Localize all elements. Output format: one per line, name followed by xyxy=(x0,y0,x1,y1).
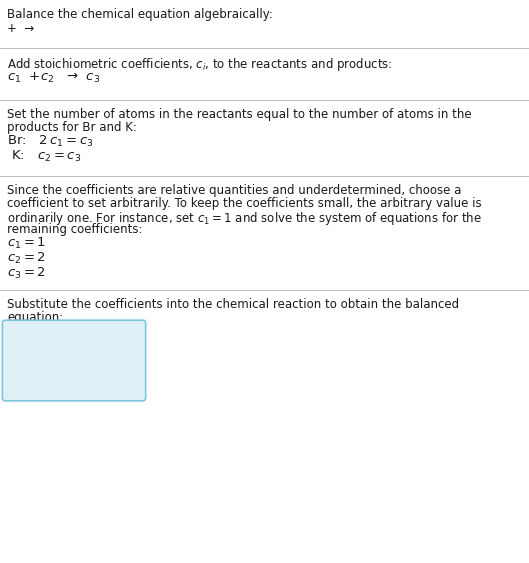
Text: +2  →  2: +2 → 2 xyxy=(23,362,101,375)
Text: $c_1 = 1$: $c_1 = 1$ xyxy=(7,236,46,251)
Text: ordinarily one. For instance, set $c_1 = 1$ and solve the system of equations fo: ordinarily one. For instance, set $c_1 =… xyxy=(7,210,482,227)
Text: $c_3 = 2$: $c_3 = 2$ xyxy=(7,266,46,281)
Text: coefficient to set arbitrarily. To keep the coefficients small, the arbitrary va: coefficient to set arbitrarily. To keep … xyxy=(7,197,481,210)
Text: Substitute the coefficients into the chemical reaction to obtain the balanced: Substitute the coefficients into the che… xyxy=(7,298,459,311)
Text: +  →: + → xyxy=(7,22,34,35)
Text: products for Br and K:: products for Br and K: xyxy=(7,121,137,134)
Text: Br:   $2\,c_1 = c_3$: Br: $2\,c_1 = c_3$ xyxy=(7,134,94,149)
Text: $c_1$  +$c_2$   →  $c_3$: $c_1$ +$c_2$ → $c_3$ xyxy=(7,71,100,85)
Text: Balance the chemical equation algebraically:: Balance the chemical equation algebraica… xyxy=(7,8,273,21)
Text: K:   $c_2 = c_3$: K: $c_2 = c_3$ xyxy=(7,149,81,164)
Text: Since the coefficients are relative quantities and underdetermined, choose a: Since the coefficients are relative quan… xyxy=(7,184,461,197)
Text: equation:: equation: xyxy=(7,311,63,324)
Text: Add stoichiometric coefficients, $c_i$, to the reactants and products:: Add stoichiometric coefficients, $c_i$, … xyxy=(7,56,393,73)
Text: remaining coefficients:: remaining coefficients: xyxy=(7,223,142,236)
Text: Set the number of atoms in the reactants equal to the number of atoms in the: Set the number of atoms in the reactants… xyxy=(7,108,472,121)
Text: $c_2 = 2$: $c_2 = 2$ xyxy=(7,251,46,266)
Text: Answer:: Answer: xyxy=(13,333,60,346)
